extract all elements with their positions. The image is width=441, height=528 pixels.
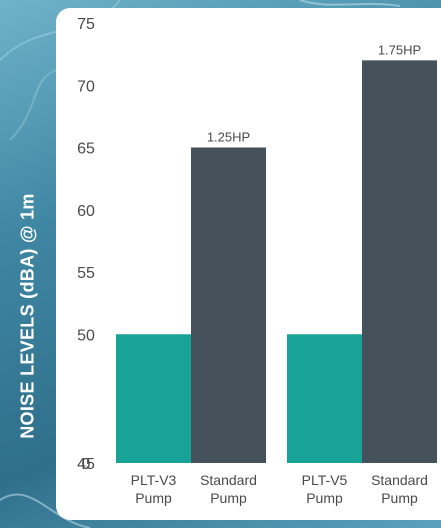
y-tick-label-7: 75 — [77, 16, 95, 33]
category-label-0-1-1: Pump — [210, 490, 247, 506]
y-tick-label-6: 70 — [77, 78, 95, 95]
category-label-0-0-1: Pump — [135, 490, 172, 506]
category-label-1-1-1: Pump — [381, 490, 418, 506]
y-tick-label-3: 55 — [77, 265, 95, 282]
y-tick-label-1: 45 — [77, 456, 95, 473]
bar-0-0 — [116, 334, 191, 463]
bar-1-1 — [362, 60, 437, 463]
bar-0-1 — [191, 147, 266, 463]
y-tick-label-0: 0 — [82, 456, 91, 473]
category-label-1-0-0: PLT-V5 — [302, 472, 348, 488]
category-label-1-1-0: Standard — [371, 472, 428, 488]
category-label-1-0-1: Pump — [306, 490, 343, 506]
bar-value-label-1-1: 1.75HP — [378, 42, 421, 57]
y-tick-label-5: 65 — [77, 141, 95, 158]
y-tick-label-2: 50 — [77, 327, 95, 344]
y-tick-label-4: 60 — [77, 203, 95, 220]
category-label-0-1-0: Standard — [200, 472, 257, 488]
bar-value-label-0-1: 1.25HP — [207, 130, 250, 145]
category-label-0-0-0: PLT-V3 — [131, 472, 177, 488]
bar-1-0 — [287, 334, 362, 463]
